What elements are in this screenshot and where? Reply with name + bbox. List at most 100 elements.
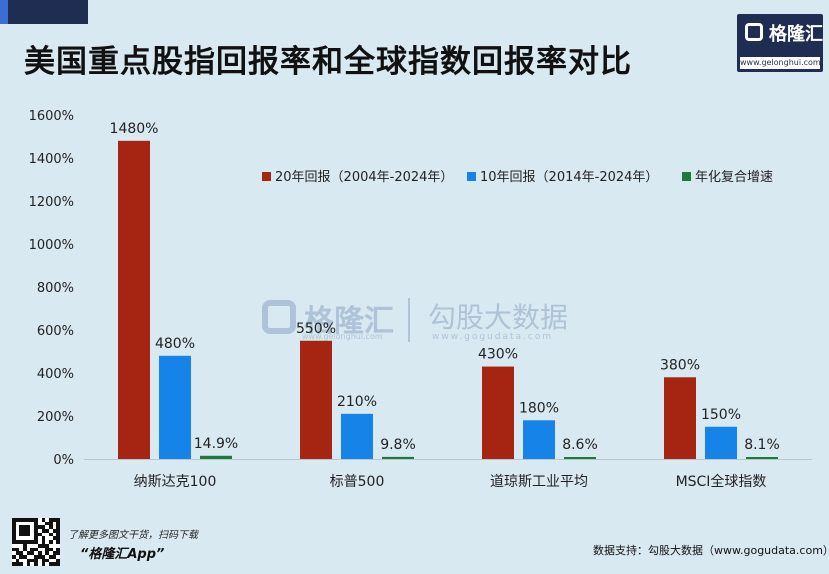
qr-cell xyxy=(52,536,57,541)
qr-cell xyxy=(45,521,49,526)
qr-cell xyxy=(48,532,53,537)
qr-cell xyxy=(19,529,24,533)
qr-cell xyxy=(15,551,20,555)
qr-cell xyxy=(15,518,20,522)
data-label: 14.9% xyxy=(194,436,238,452)
qr-cell xyxy=(26,551,31,555)
bar xyxy=(118,140,150,460)
bar xyxy=(746,457,778,459)
qr-cell xyxy=(26,529,31,533)
qr-cell xyxy=(56,562,60,566)
qr-cell xyxy=(37,525,42,530)
watermark-g-icon xyxy=(262,300,296,334)
qr-cell xyxy=(34,529,38,533)
qr-cell xyxy=(23,547,27,552)
data-label: 8.1% xyxy=(744,437,780,453)
qr-cell xyxy=(37,543,42,548)
qr-cell xyxy=(19,562,24,566)
brand-logo-text: 格隆汇 xyxy=(769,24,823,45)
qr-cell xyxy=(19,540,24,544)
qr-cell xyxy=(12,521,16,526)
data-label: 210% xyxy=(337,394,377,410)
qr-cell xyxy=(45,558,49,563)
qr-cell xyxy=(56,551,60,555)
qr-cell xyxy=(30,518,35,522)
qr-cell xyxy=(41,543,46,548)
qr-code[interactable] xyxy=(12,518,60,566)
data-label: 1480% xyxy=(110,121,159,137)
header-corner-block xyxy=(0,0,88,24)
qr-cell xyxy=(52,551,57,555)
y-tick-label: 200% xyxy=(37,410,74,425)
qr-cell xyxy=(41,518,46,522)
qr-cell xyxy=(19,525,24,530)
qr-cell xyxy=(52,529,57,533)
brand-logo-url: www.gelonghui.com xyxy=(740,57,821,69)
bar xyxy=(159,355,191,459)
data-label: 150% xyxy=(701,407,741,423)
qr-cell xyxy=(56,540,60,544)
qr-cell xyxy=(48,521,53,526)
legend-swatch xyxy=(682,172,691,181)
y-tick-label: 400% xyxy=(37,367,74,382)
data-label: 8.6% xyxy=(562,437,598,453)
qr-cell xyxy=(41,558,46,563)
qr-cell xyxy=(52,554,57,559)
qr-cell xyxy=(23,540,27,544)
footer-promo-text: 了解更多图文干货，扫码下载 xyxy=(68,530,198,541)
y-tick-label: 600% xyxy=(37,324,74,339)
x-category-label: 道琼斯工业平均 xyxy=(490,474,588,490)
watermark-brand-url: www.gelonghui.com xyxy=(302,332,383,341)
bar xyxy=(523,420,555,459)
qr-cell xyxy=(56,547,60,552)
qr-cell xyxy=(34,536,38,541)
qr-cell xyxy=(30,551,35,555)
bar xyxy=(341,413,373,459)
qr-cell xyxy=(15,540,20,544)
qr-cell xyxy=(48,547,53,552)
y-tick-label: 1400% xyxy=(29,152,74,167)
qr-cell xyxy=(12,540,16,544)
qr-cell xyxy=(56,518,60,522)
qr-cell xyxy=(34,554,38,559)
header-corner-accent xyxy=(0,0,8,24)
qr-cell xyxy=(26,540,31,544)
qr-cell xyxy=(41,540,46,544)
qr-cell xyxy=(41,554,46,559)
qr-cell xyxy=(56,536,60,541)
brand-logo[interactable]: 格隆汇 www.gelonghui.com xyxy=(737,14,823,72)
qr-cell xyxy=(34,525,38,530)
data-source: 数据支持：勾股大数据（www.gogudata.com） xyxy=(593,544,829,557)
data-label: 550% xyxy=(296,321,336,337)
y-tick-label: 0% xyxy=(53,453,74,468)
qr-cell xyxy=(45,547,49,552)
qr-cell xyxy=(23,529,27,533)
qr-cell xyxy=(34,558,38,563)
qr-cell xyxy=(48,554,53,559)
qr-cell xyxy=(23,543,27,548)
qr-cell xyxy=(15,547,20,552)
qr-cell xyxy=(19,532,24,537)
qr-cell xyxy=(12,536,16,541)
x-category-label: 纳斯达克100 xyxy=(134,474,217,490)
legend-label: 20年回报（2004年-2024年） xyxy=(275,170,453,185)
qr-cell xyxy=(41,562,46,566)
y-tick-label: 1200% xyxy=(29,195,74,210)
qr-cell xyxy=(15,558,20,563)
qr-cell xyxy=(48,540,53,544)
qr-cell xyxy=(48,562,53,566)
qr-cell xyxy=(23,532,27,537)
qr-cell xyxy=(34,547,38,552)
qr-cell xyxy=(56,521,60,526)
data-label: 380% xyxy=(660,357,700,373)
data-label: 480% xyxy=(155,336,195,352)
legend-label: 10年回报（2014年-2024年） xyxy=(480,170,658,185)
qr-cell xyxy=(41,525,46,530)
qr-cell xyxy=(52,562,57,566)
chart-title: 美国重点股指回报率和全球指数回报率对比 xyxy=(24,44,632,80)
qr-cell xyxy=(56,532,60,537)
qr-cell xyxy=(30,558,35,563)
data-label: 430% xyxy=(478,347,518,363)
bar xyxy=(705,426,737,459)
